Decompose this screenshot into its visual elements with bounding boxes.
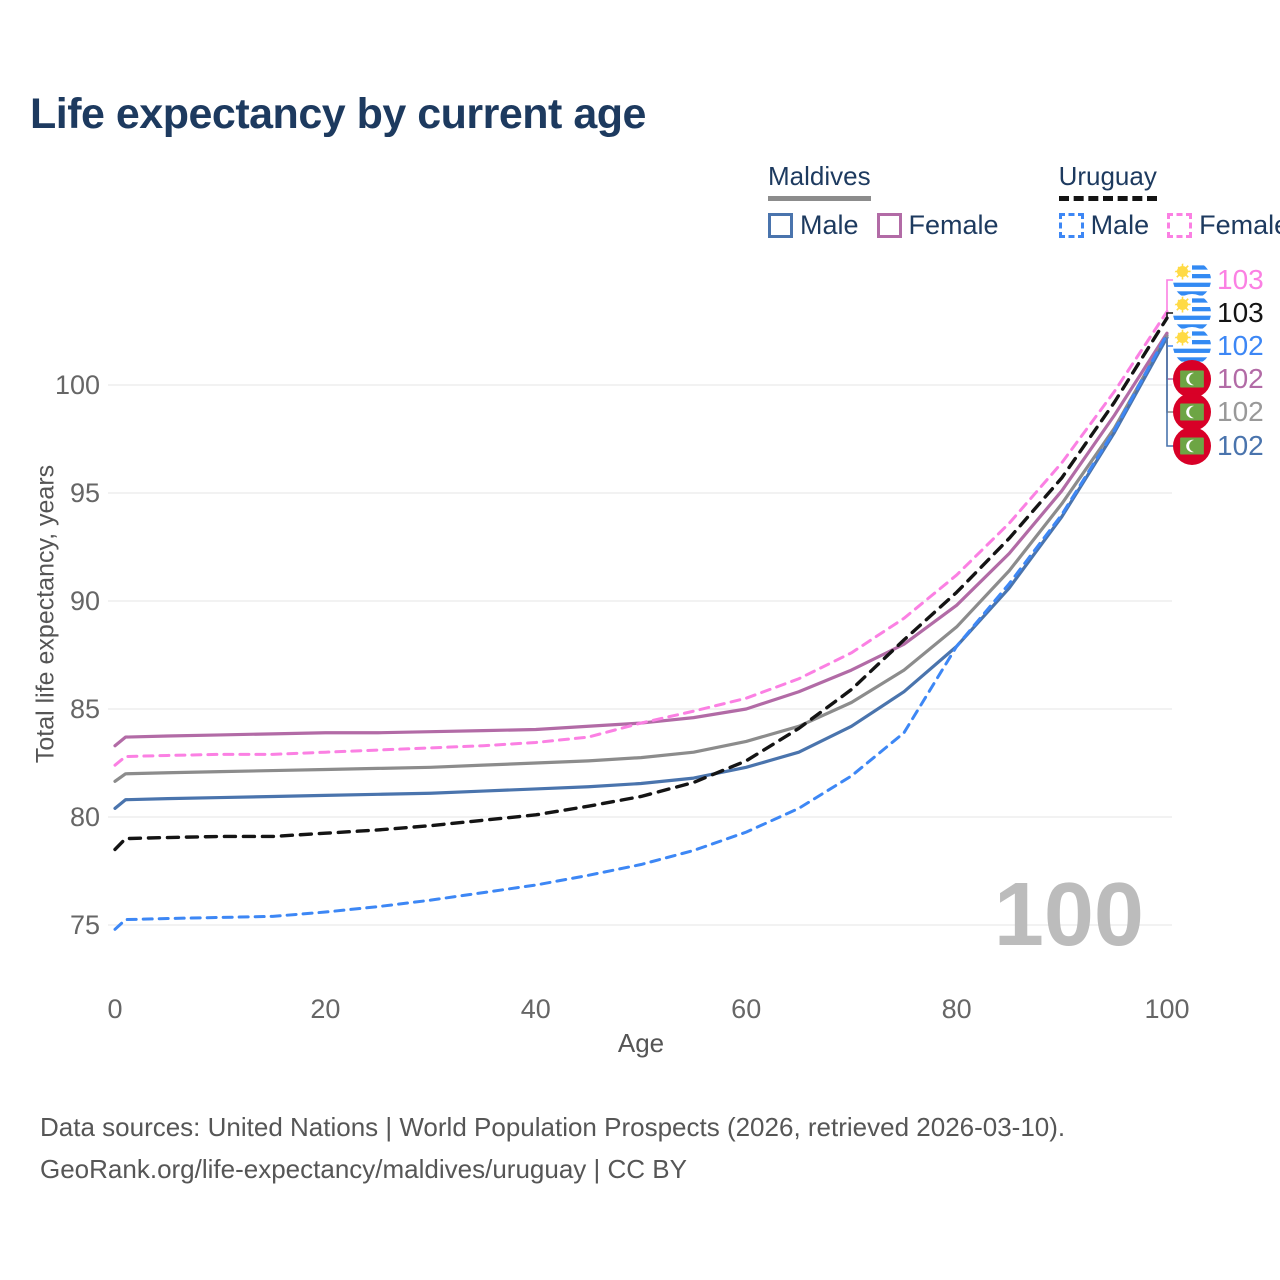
end-label-connector-uruguay_total xyxy=(1166,312,1174,318)
uruguay-female-swatch[interactable] xyxy=(1167,212,1193,238)
series-line-maldives_female[interactable] xyxy=(113,331,1169,748)
uruguay-male-label[interactable]: Male xyxy=(1090,209,1150,240)
end-value: 103 xyxy=(1217,264,1264,295)
uruguay-female-label[interactable]: Female xyxy=(1199,209,1280,240)
legend-items-uruguay: Male Female xyxy=(1058,209,1280,241)
x-tick-80: 80 xyxy=(942,994,972,1024)
y-tick-80: 80 xyxy=(70,802,100,832)
end-value: 102 xyxy=(1217,363,1264,394)
series-line-maldives_male[interactable] xyxy=(113,335,1169,810)
x-tick-60: 60 xyxy=(731,994,761,1024)
end-value: 102 xyxy=(1217,396,1264,427)
legend-items-maldives: Male Female xyxy=(768,210,1017,241)
footer: Data sources: United Nations | World Pop… xyxy=(40,1107,1065,1190)
end-label-connector-maldives_male xyxy=(1166,337,1174,447)
maldives-male-label[interactable]: Male xyxy=(800,209,859,240)
end-label-uruguay-total: 103 xyxy=(1173,294,1264,332)
end-label-connector-uruguay_female xyxy=(1166,279,1174,312)
maldives-flag-icon xyxy=(1173,393,1211,431)
y-tick-100: 100 xyxy=(55,370,100,400)
end-label-maldives-female: 102 xyxy=(1173,360,1264,398)
uruguay-male-swatch[interactable] xyxy=(1058,212,1084,238)
attribution-line: GeoRank.org/life-expectancy/maldives/uru… xyxy=(40,1153,687,1184)
x-tick-20: 20 xyxy=(310,994,340,1024)
current-age-watermark: 100 xyxy=(993,865,1144,965)
y-tick-90: 90 xyxy=(70,586,100,616)
end-value: 102 xyxy=(1217,430,1264,461)
maldives-female-label[interactable]: Female xyxy=(908,209,999,240)
legend-country-maldives[interactable]: Maldives xyxy=(768,162,871,201)
x-tick-40: 40 xyxy=(521,994,551,1024)
y-tick-75: 75 xyxy=(70,910,100,940)
y-tick-95: 95 xyxy=(70,478,100,508)
uruguay-flag-icon xyxy=(1173,261,1211,299)
uruguay-flag-icon xyxy=(1173,294,1211,332)
legend-group-uruguay: Uruguay Male Female xyxy=(1058,162,1280,241)
legend: Maldives Male Female Uruguay Male Female xyxy=(768,162,1280,241)
series-line-uruguay_female[interactable] xyxy=(113,310,1169,767)
x-axis-title: Age xyxy=(617,1028,665,1058)
series-line-maldives_total[interactable] xyxy=(113,333,1169,783)
legend-group-maldives: Maldives Male Female xyxy=(768,162,1017,241)
uruguay-flag-icon xyxy=(1173,327,1211,365)
series-line-uruguay_male[interactable] xyxy=(113,332,1169,931)
series-line-uruguay_total[interactable] xyxy=(113,316,1169,852)
page-title: Life expectancy by current age xyxy=(30,90,646,138)
maldives-flag-icon xyxy=(1173,360,1211,398)
end-value: 103 xyxy=(1217,297,1264,328)
end-label-uruguay-female: 103 xyxy=(1173,261,1264,299)
maldives-flag-icon xyxy=(1173,427,1211,465)
maldives-female-swatch[interactable] xyxy=(876,212,902,238)
end-label-maldives-male: 102 xyxy=(1173,427,1264,465)
end-label-uruguay-male: 102 xyxy=(1173,327,1264,365)
legend-country-uruguay[interactable]: Uruguay xyxy=(1058,162,1157,201)
y-axis-title: Total life expectancy, years xyxy=(31,464,60,764)
x-tick-0: 0 xyxy=(107,994,122,1024)
end-label-maldives-total: 102 xyxy=(1173,393,1264,431)
maldives-male-swatch[interactable] xyxy=(768,212,793,238)
y-tick-85: 85 xyxy=(70,694,100,724)
end-value: 102 xyxy=(1217,330,1264,361)
data-sources-line: Data sources: United Nations | World Pop… xyxy=(40,1112,1066,1142)
x-tick-100: 100 xyxy=(1144,994,1189,1024)
